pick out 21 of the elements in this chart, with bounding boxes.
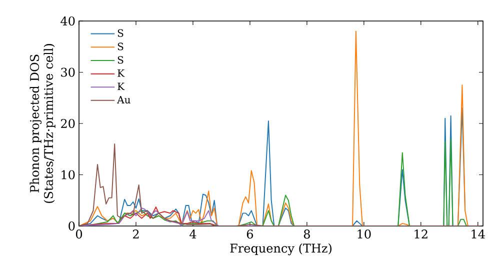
legend-label: Au [117,96,130,104]
legend-label: S [118,42,124,50]
y-tick-label: 10 [62,170,75,180]
x-tick-label: 2 [132,230,139,238]
x-tick-label: 14 [472,230,485,238]
legend-label: S [118,29,124,37]
y-tick-label: 20 [61,118,75,128]
x-axis-title: Frequency (THz) [230,243,332,256]
y-tick-label: 40 [60,16,75,26]
y-axis-title: Phonon projected DOS (States/THz·primitive cell) [30,44,56,203]
y-tick-label: 30 [61,68,75,77]
legend-label: S [118,56,124,64]
legend-label: K [118,82,125,90]
x-tick-label: 12 [414,230,428,238]
x-tick-label: 6 [246,230,254,239]
x-tick-label: 0 [76,230,82,239]
x-tick-label: 10 [358,230,371,239]
x-tick-label: 4 [190,230,196,238]
x-tick-label: 8 [304,230,310,239]
legend-label: K [118,69,125,77]
y-tick-label: 0 [68,221,75,231]
